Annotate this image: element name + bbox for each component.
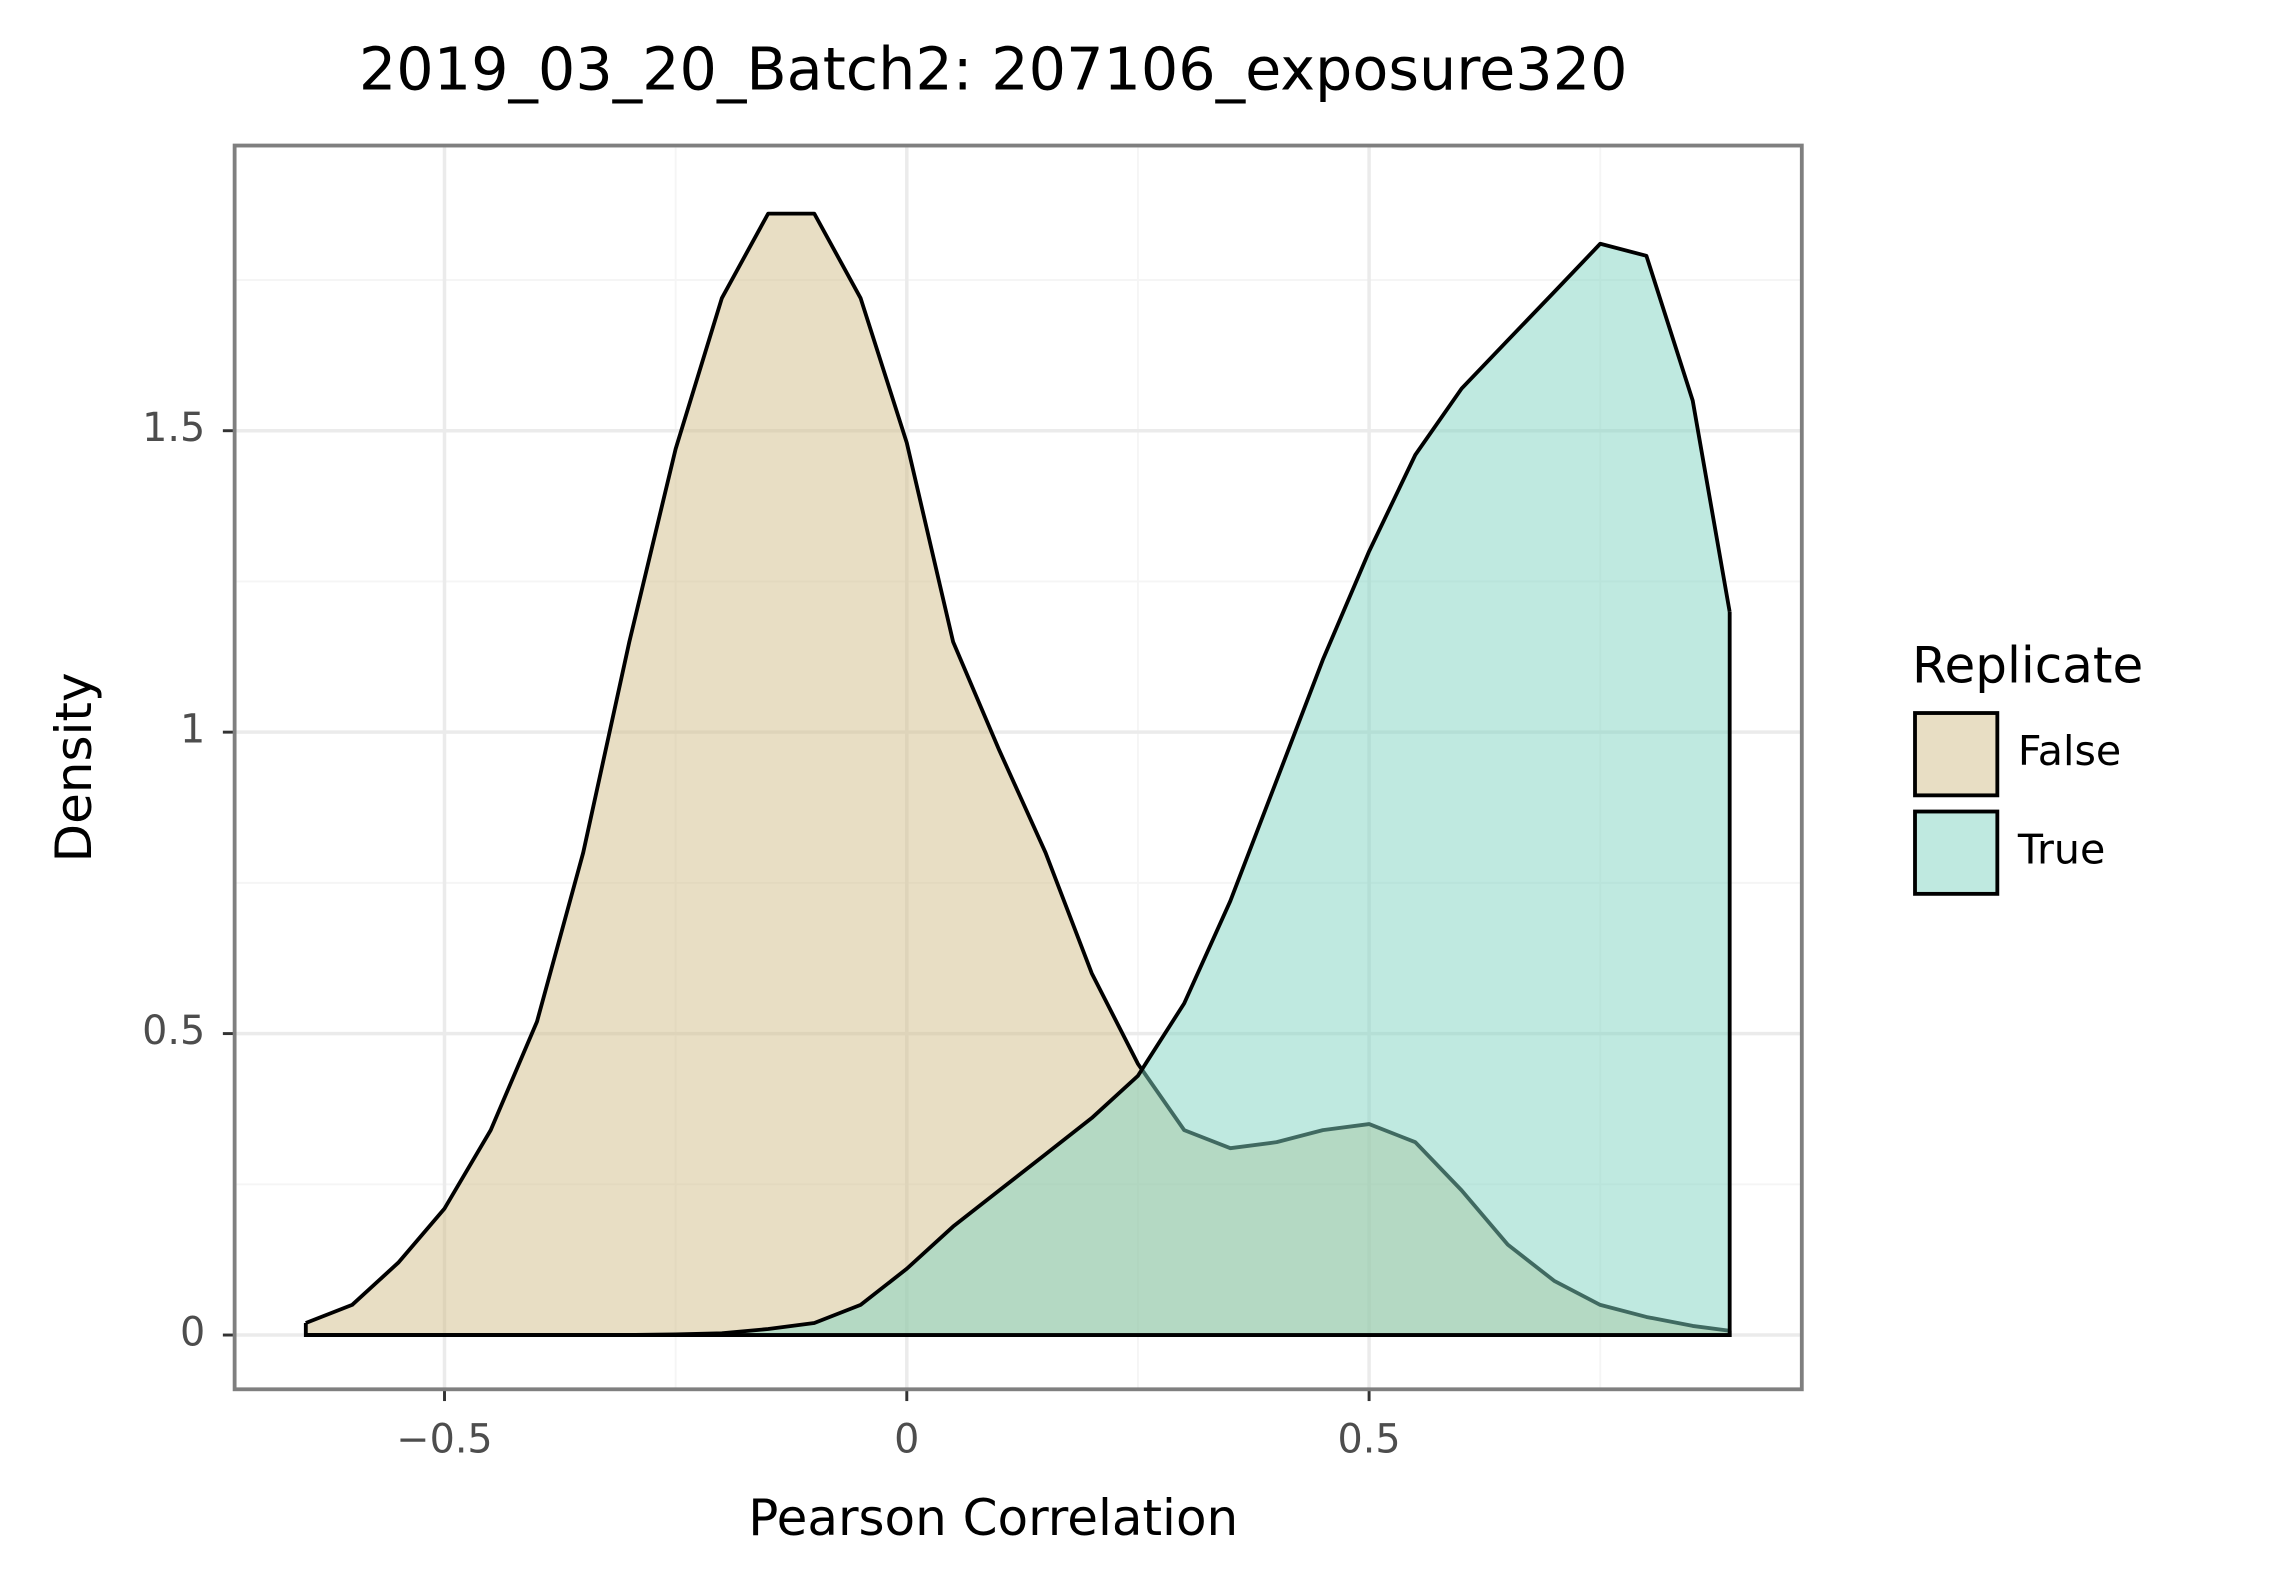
y-tick-label: 0 bbox=[180, 1310, 205, 1356]
panel-border bbox=[232, 143, 1804, 1392]
chart-title: 2019_03_20_Batch2: 207106_exposure320 bbox=[359, 35, 1628, 104]
legend-label: False bbox=[2018, 727, 2121, 775]
y-tick-label: 1 bbox=[180, 707, 205, 753]
x-tick-label: 0 bbox=[894, 1417, 919, 1463]
y-tick-label: 1.5 bbox=[142, 405, 205, 451]
legend-title: Replicate bbox=[1912, 636, 2143, 694]
legend-swatch bbox=[1913, 711, 2000, 798]
x-axis-label: Pearson Correlation bbox=[748, 1489, 1238, 1547]
y-tick-label: 0.5 bbox=[142, 1008, 205, 1054]
area-fill bbox=[305, 213, 1730, 1336]
legend-label: True bbox=[2017, 826, 2105, 874]
legend-swatch bbox=[1913, 809, 2000, 896]
area-fill bbox=[305, 243, 1730, 1336]
area-edge bbox=[305, 611, 1732, 1337]
x-tick-label: −0.5 bbox=[396, 1417, 492, 1463]
y-axis-label: Density bbox=[45, 672, 103, 862]
x-tick-label: 0.5 bbox=[1338, 1417, 1401, 1463]
